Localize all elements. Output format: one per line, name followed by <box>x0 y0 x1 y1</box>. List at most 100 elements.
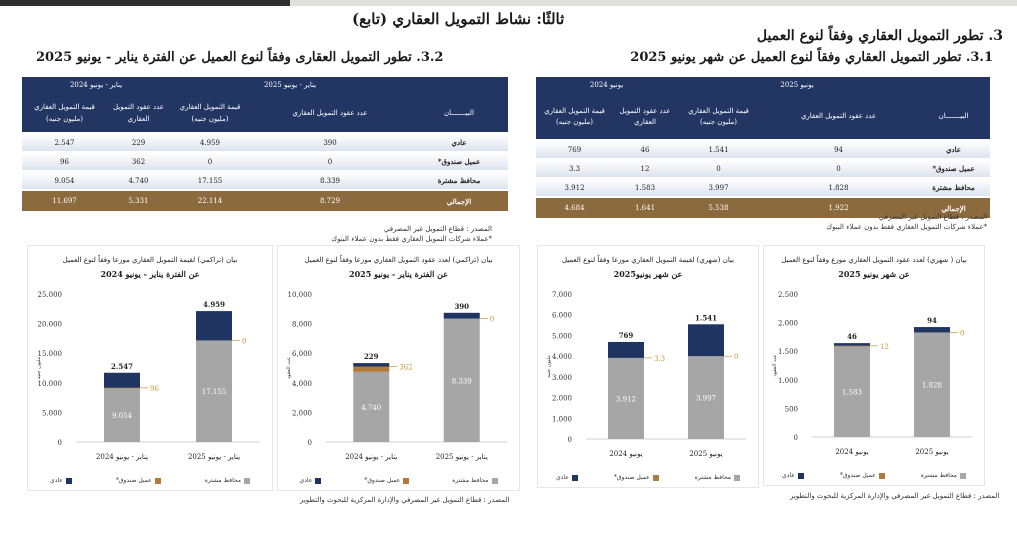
y-tick-label: 0 <box>308 439 312 447</box>
legend-label: محافظ مشترة <box>694 474 731 481</box>
col-label: البيـــــــان <box>410 95 508 133</box>
chart-plot: 0 5.000 10.000 15.000 20.000 25.000 مليون جنيه… <box>36 291 260 461</box>
table-monthly: يونيو 2025 يونيو 2024 البيـــــــان عدد … <box>536 77 991 218</box>
legend-label: عادي <box>556 474 569 481</box>
footnote: *عملاء شركات التمويل العقاري فقط بدون عم… <box>826 222 987 231</box>
legend-swatch <box>154 477 161 484</box>
subsection-3-title: 3. تطور التمويل العقاري وفقاً لنوع العمي… <box>756 28 1003 44</box>
y-tick-label: 5.000 <box>552 332 572 340</box>
legend-item: محافظ مشترة <box>205 477 250 484</box>
data-label: 362 <box>399 363 412 371</box>
bar-segment <box>353 363 390 367</box>
chart-title-main: بيان (تراكمي) لعدد عقود التمويل العقاري … <box>304 256 493 264</box>
cell: 22.114 <box>170 189 250 211</box>
data-label: 390 <box>454 302 469 311</box>
y-tick-label: 15.000 <box>38 350 63 358</box>
row-label: عادي <box>410 132 508 152</box>
cell: 94 <box>760 139 918 159</box>
chart-subtitle: عن الفترة يناير - يونيو 2025 <box>349 269 448 280</box>
col-value-old: قيمة التمويل العقاري (مليون جنيه) <box>536 95 614 140</box>
chart-title: بيان (تراكمي) لعدد عقود التمويل العقاري … <box>278 254 519 282</box>
bar-segment <box>608 357 644 439</box>
bar-segment <box>104 388 140 442</box>
chart-legend: محافظ مشترة عميل صندوق* عادي <box>28 477 272 484</box>
row-label: محافظ مشترة <box>917 177 991 197</box>
y-tick-label: 6,000 <box>292 350 312 358</box>
data-label: 0 <box>734 353 738 361</box>
legend-label: عادي <box>50 477 63 484</box>
bar-segment <box>608 341 644 358</box>
legend-swatch <box>315 477 322 484</box>
col-value-unit: (مليون جنيه) <box>556 118 593 126</box>
col-count-old: عدد عقود التمويل العقاري <box>107 95 170 133</box>
legend-swatch <box>797 472 804 479</box>
y-axis-label: مليون جنيه <box>546 355 552 378</box>
legend-swatch <box>244 477 250 484</box>
legend-swatch <box>734 474 740 481</box>
y-axis-label: عدد العقود <box>772 354 778 376</box>
legend-swatch <box>960 472 966 479</box>
y-tick-label: 0 <box>58 439 62 447</box>
cell: 5.331 <box>107 189 170 211</box>
legend-swatch <box>571 474 578 481</box>
cell: 2.547 <box>22 132 107 152</box>
data-label: 3.912 <box>616 395 636 403</box>
y-tick-label: 10.000 <box>38 380 63 388</box>
period-header-new: يونيو 2025 <box>677 77 918 95</box>
x-tick-label: يونيو 2025 <box>689 450 722 458</box>
table-row: عادي 94 1.541 46 769 <box>536 139 991 159</box>
legend-label: عميل صندوق* <box>613 474 650 481</box>
table-monthly-notes: المصدر : قطاع التمويل غير المصرفي *عملاء… <box>826 213 987 233</box>
chart-monthly-value: 0 1.000 2.000 3.000 4.000 5.000 6.000 7.000 مليو… <box>537 245 759 488</box>
y-tick-label: 2.500 <box>778 291 798 299</box>
bar-segment <box>914 327 950 333</box>
period-header-new: يناير - يونيو 2025 <box>170 77 410 95</box>
table-row: عميل صندوق* 0 0 12 3.3 <box>536 158 991 178</box>
chart-plot: 0 1.000 2.000 3.000 4.000 5.000 6.000 7.000 مليو… <box>546 291 746 458</box>
legend-swatch <box>65 477 72 484</box>
y-tick-label: 3.000 <box>552 374 572 382</box>
col-count-old: عدد عقود التمويل العقاري <box>613 95 678 140</box>
legend-item: عادي <box>300 477 322 484</box>
table-row: محافظ مشترة 1.828 3.997 1.583 3.912 <box>536 177 991 197</box>
chart-title-main: بيان (شهري) لقيمة التمويل العقاري موزعا … <box>561 256 735 264</box>
bar-segment <box>196 311 232 341</box>
cell: 0 <box>760 158 918 178</box>
bar-segment <box>353 366 390 372</box>
empty-header <box>917 77 991 95</box>
chart-title: بيان ( شهري) لعدد عقود التمويل العقاري م… <box>764 254 984 282</box>
col-count-new: عدد عقود التمويل العقاري <box>250 95 410 133</box>
data-label: 4.959 <box>203 300 225 309</box>
chart-title-main: بيان ( شهري) لعدد عقود التمويل العقاري م… <box>781 256 967 264</box>
source-note: المصدر : قطاع التمويل غير المصرفي <box>878 213 987 221</box>
x-tick-label: يناير - يونيو 2024 <box>345 453 397 461</box>
legend-label: عميل صندوق* <box>115 477 152 484</box>
chart-monthly-count: 0 500 1.000 1.500 2.000 2.500 عدد العقود 1.583 1… <box>763 245 985 486</box>
cell: 5.538 <box>677 196 761 218</box>
data-label: 12 <box>880 343 889 351</box>
top-bar-dark <box>0 0 290 6</box>
legend-label: محافظ مشترة <box>920 472 957 479</box>
y-axis-label: مليون جنيه <box>36 356 42 379</box>
table-row: عميل صندوق* 0 0 362 96 <box>22 151 508 171</box>
col-value-new: قيمة التمويل العقاري (مليون جنيه) <box>170 95 250 133</box>
legend-item: عميل صندوق* <box>364 477 410 484</box>
data-label: 229 <box>364 352 379 361</box>
x-tick-label: يونيو 2024 <box>835 448 868 456</box>
y-tick-label: 0 <box>568 436 572 444</box>
cell: 4.740 <box>107 170 170 190</box>
y-tick-label: 5.000 <box>42 409 62 417</box>
cell: 4.684 <box>536 196 614 218</box>
cell: 3.997 <box>677 177 761 197</box>
data-label: 3.997 <box>696 395 716 403</box>
chart-subtitle: عن شهر يونيو 2025 <box>838 269 910 280</box>
chart-source-right: المصدر : قطاع التمويل غير المصرفي والإدا… <box>790 492 1000 500</box>
data-label: 0 <box>242 337 246 345</box>
legend-swatch <box>878 472 885 479</box>
legend-label: محافظ مشترة <box>452 477 489 484</box>
data-label: 3.3 <box>654 355 665 363</box>
col-value-text: قيمة التمويل العقاري <box>179 103 241 112</box>
cell: 12 <box>613 158 678 178</box>
cell: 1.828 <box>760 177 918 197</box>
y-tick-label: 25.000 <box>38 291 63 299</box>
